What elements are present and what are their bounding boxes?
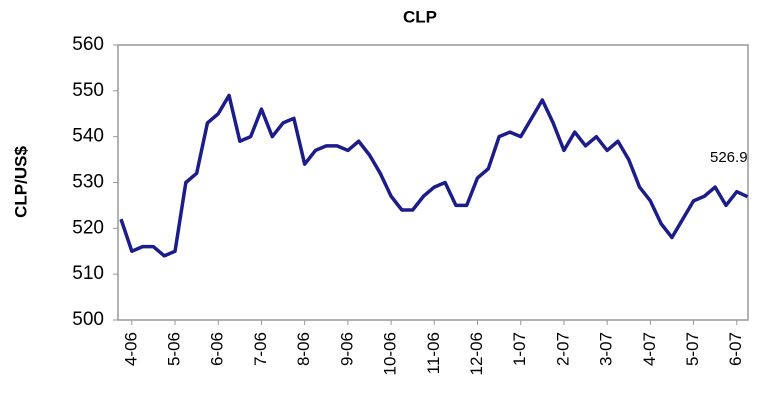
y-tick-label: 530 — [72, 172, 104, 193]
chart-title: CLP — [403, 7, 437, 26]
y-tick-label: 540 — [72, 126, 104, 147]
x-tick-label: 4-06 — [121, 332, 140, 366]
x-tick-label: 7-06 — [251, 332, 270, 366]
x-tick-label: 1-07 — [510, 332, 529, 366]
x-tick-label: 8-06 — [294, 332, 313, 366]
y-tick-label: 550 — [72, 80, 104, 101]
annotation: 526.9 — [710, 149, 748, 166]
x-tick-label: 2-07 — [553, 332, 572, 366]
x-tick-label: 6-07 — [726, 332, 745, 366]
x-tick-label: 10-06 — [381, 332, 400, 375]
x-tick-label: 5-07 — [683, 332, 702, 366]
x-tick-label: 4-07 — [640, 332, 659, 366]
y-axis-label: CLP/US$ — [11, 146, 30, 218]
x-tick-label: 11-06 — [424, 332, 443, 374]
y-tick-label: 510 — [72, 263, 104, 284]
x-tick-label: 3-07 — [597, 332, 616, 366]
x-tick-label: 5-06 — [165, 332, 184, 366]
y-tick-label: 520 — [72, 217, 104, 238]
line — [119, 93, 749, 258]
x-tick-label: 6-06 — [208, 332, 227, 366]
x-tick-label: 12-06 — [467, 332, 486, 375]
x-tick-label: 9-06 — [337, 332, 356, 366]
plot-area — [117, 44, 749, 321]
y-tick-label: 500 — [72, 309, 104, 330]
y-tick-label: 560 — [72, 34, 104, 55]
